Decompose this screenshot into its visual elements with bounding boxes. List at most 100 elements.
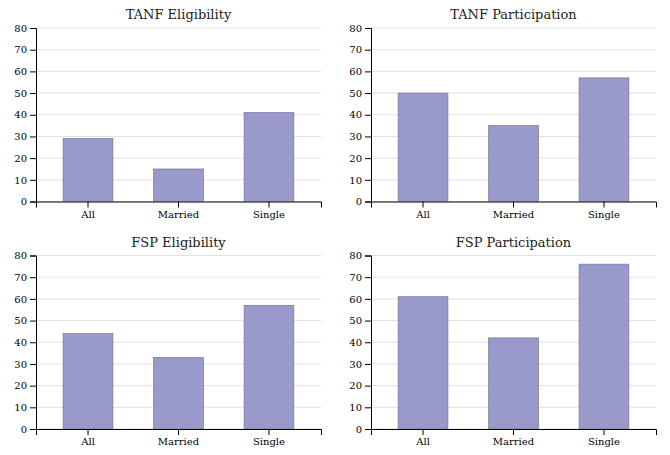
bar <box>154 357 204 429</box>
tick: 70 <box>14 272 36 283</box>
tick-mark <box>178 429 179 435</box>
axis-line <box>372 202 657 208</box>
tick-label: 0 <box>21 424 27 435</box>
tick: 40 <box>14 109 36 120</box>
tick-label: Single <box>588 436 620 447</box>
bar <box>489 338 539 429</box>
tick-label: All <box>80 436 95 447</box>
axis-line <box>365 29 372 203</box>
tick-mark <box>30 158 36 159</box>
tick: Married <box>158 429 200 447</box>
bars <box>63 305 294 429</box>
bars <box>398 78 629 202</box>
tick: Single <box>253 202 285 220</box>
grid <box>36 256 321 430</box>
tick-mark <box>30 136 36 137</box>
grid-line <box>36 49 321 50</box>
tick-label: 80 <box>14 250 27 261</box>
tick-label: 10 <box>14 402 27 413</box>
tick-mark <box>365 256 371 257</box>
tick: Married <box>158 202 200 220</box>
tick-mark <box>365 115 371 116</box>
tick-mark <box>365 277 371 278</box>
tick: 30 <box>349 131 371 142</box>
grid-line <box>371 49 656 50</box>
tick-label: 70 <box>14 272 27 283</box>
panel: 01020304050607080AllMarriedSingleTANF Pa… <box>349 7 656 220</box>
grid-line <box>371 28 656 29</box>
grid-line <box>371 255 656 256</box>
tick-mark <box>603 429 604 435</box>
title: FSP Participation <box>456 235 572 250</box>
tick-mark <box>365 50 371 51</box>
tick: Married <box>493 429 535 447</box>
tick-mark <box>513 429 514 435</box>
tick-mark <box>365 342 371 343</box>
tick-mark <box>365 429 371 430</box>
tick-label: 40 <box>349 109 362 120</box>
y-axis: 01020304050607080 <box>14 23 36 208</box>
title: TANF Participation <box>450 7 577 22</box>
tick-mark <box>30 115 36 116</box>
x-axis: AllMarriedSingle <box>372 202 657 220</box>
tick-mark <box>603 202 604 208</box>
tick: 50 <box>14 315 36 326</box>
axis-line <box>37 202 322 208</box>
tick: 0 <box>356 196 371 207</box>
tick-label: 20 <box>349 153 362 164</box>
y-axis: 01020304050607080 <box>349 250 371 435</box>
tick: Single <box>253 429 285 447</box>
plot-area: 01020304050607080AllMarriedSingle <box>14 23 321 220</box>
tick-label: 30 <box>14 359 27 370</box>
tick-mark <box>30 180 36 181</box>
tick-label: 30 <box>349 359 362 370</box>
tick: 40 <box>14 337 36 348</box>
tick-mark <box>365 299 371 300</box>
tick-mark <box>365 28 371 29</box>
panel: 01020304050607080AllMarriedSingleFSP Eli… <box>14 235 321 448</box>
x-axis: All Married Single <box>372 429 657 447</box>
tick-label: All <box>415 436 430 447</box>
tick-mark <box>30 299 36 300</box>
tick: All <box>80 429 95 447</box>
tick-label: 20 <box>349 380 362 391</box>
bar <box>398 297 448 429</box>
plot-area: 01020304050607080AllMarriedSingle <box>14 250 321 447</box>
tick-label: 50 <box>14 88 27 99</box>
tick-mark <box>30 202 36 203</box>
bars <box>63 113 294 202</box>
tick-mark <box>30 50 36 51</box>
tick-mark <box>30 364 36 365</box>
title: FSP Eligibility <box>131 235 226 250</box>
tick-mark <box>178 202 179 208</box>
tick: 0 <box>356 424 371 435</box>
tick-mark <box>365 386 371 387</box>
tick-mark <box>30 342 36 343</box>
tick-label: Single <box>588 209 620 220</box>
panel: 01020304050607080AllMarriedSingleTANF El… <box>14 7 321 220</box>
bar <box>244 113 294 202</box>
bar <box>244 305 294 429</box>
bar <box>63 139 113 202</box>
tick-label: 70 <box>349 44 362 55</box>
tick-mark <box>88 429 89 435</box>
plot-area: 01020304050607080AllMarriedSingle <box>349 23 656 220</box>
tick-label: All <box>80 209 95 220</box>
tick-label: 10 <box>349 402 362 413</box>
tick-label: 10 <box>349 175 362 186</box>
tick-mark <box>365 158 371 159</box>
bars <box>398 264 629 429</box>
tick-mark <box>30 277 36 278</box>
bar <box>579 78 629 202</box>
tick-label: 50 <box>349 315 362 326</box>
tick: 80 <box>14 23 36 34</box>
y-axis: 01020304050607080 <box>349 23 371 208</box>
tick: 10 <box>349 402 371 413</box>
tick-label: 80 <box>14 23 27 34</box>
tick: 0 <box>21 196 36 207</box>
tick-label: 60 <box>14 294 27 305</box>
grid <box>36 28 321 202</box>
tick-label: All <box>415 209 430 220</box>
tick-label: 30 <box>349 131 362 142</box>
tick-mark <box>365 71 371 72</box>
